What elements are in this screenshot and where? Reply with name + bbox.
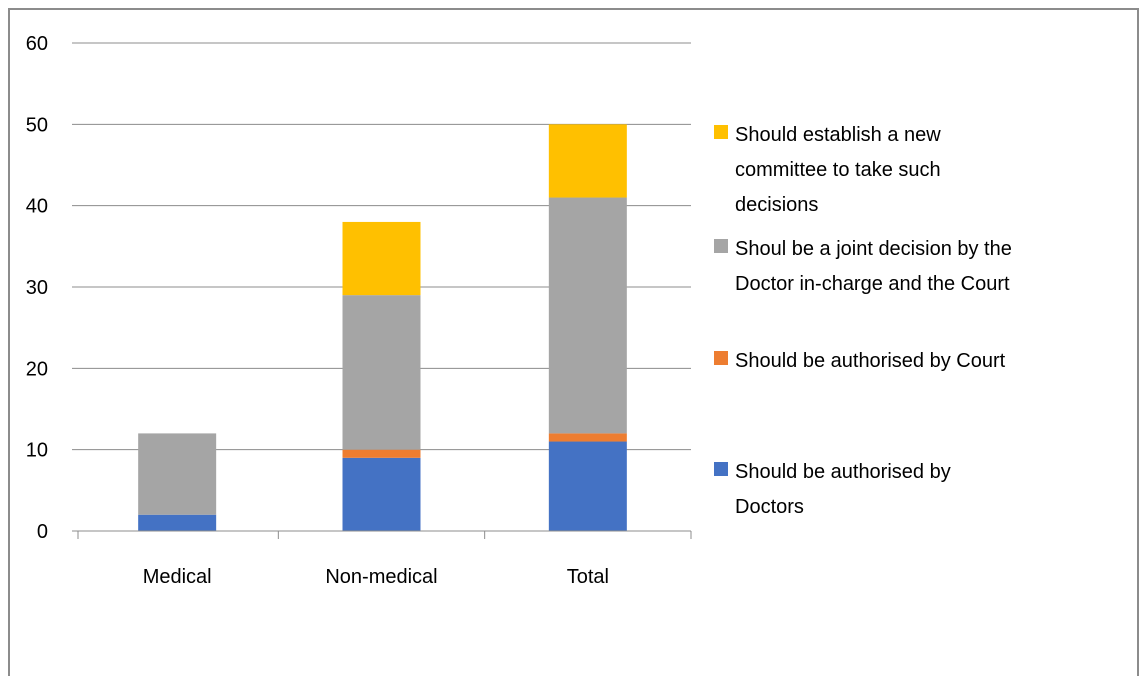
- legend-swatch: [714, 462, 728, 476]
- legend-swatch: [714, 351, 728, 365]
- bars: [138, 124, 627, 531]
- bar-segment: [342, 457, 421, 531]
- bar-segment: [342, 295, 421, 450]
- legend-item: Should be authorised by Doctors: [714, 461, 951, 518]
- bar-segment: [548, 433, 627, 442]
- legend-label: committee to take such: [735, 159, 941, 181]
- bar-segment: [548, 197, 627, 434]
- legend-label: Shoul be a joint decision by the: [735, 238, 1012, 260]
- y-tick-label: 40: [26, 196, 48, 218]
- legend-label: Should be authorised by: [735, 461, 951, 483]
- y-tick-label: 30: [26, 277, 48, 299]
- legend-label: Doctors: [735, 496, 804, 518]
- legend: Should establish a new committee to take …: [714, 124, 1012, 518]
- y-tick-label: 10: [26, 440, 48, 462]
- y-tick-label: 60: [26, 33, 48, 55]
- y-tick-label: 0: [37, 521, 48, 543]
- x-tick-label: Total: [567, 566, 609, 588]
- legend-label: Should establish a new: [735, 124, 941, 146]
- bar-segment: [548, 124, 627, 198]
- legend-swatch: [714, 125, 728, 139]
- x-tick-label: Medical: [143, 566, 212, 588]
- bar-segment: [138, 433, 217, 515]
- legend-item: Should establish a new committee to take …: [714, 124, 941, 216]
- bar-segment: [138, 514, 217, 531]
- axes: 0 10 20 30 40 50 60 Medical Non-medical Total: [26, 33, 692, 588]
- legend-swatch: [714, 239, 728, 253]
- x-tick-label: Non-medical: [325, 566, 437, 588]
- legend-label: Doctor in-charge and the Court: [735, 273, 1010, 295]
- legend-label: Should be authorised by Court: [735, 350, 1006, 372]
- bar-segment: [342, 449, 421, 458]
- bar-segment: [342, 221, 421, 296]
- legend-item: Should be authorised by Court: [714, 350, 1006, 372]
- y-tick-label: 20: [26, 358, 48, 380]
- bar-segment: [548, 441, 627, 531]
- legend-label: decisions: [735, 194, 818, 216]
- legend-item: Shoul be a joint decision by the Doctor i…: [714, 238, 1012, 295]
- y-tick-label: 50: [26, 114, 48, 136]
